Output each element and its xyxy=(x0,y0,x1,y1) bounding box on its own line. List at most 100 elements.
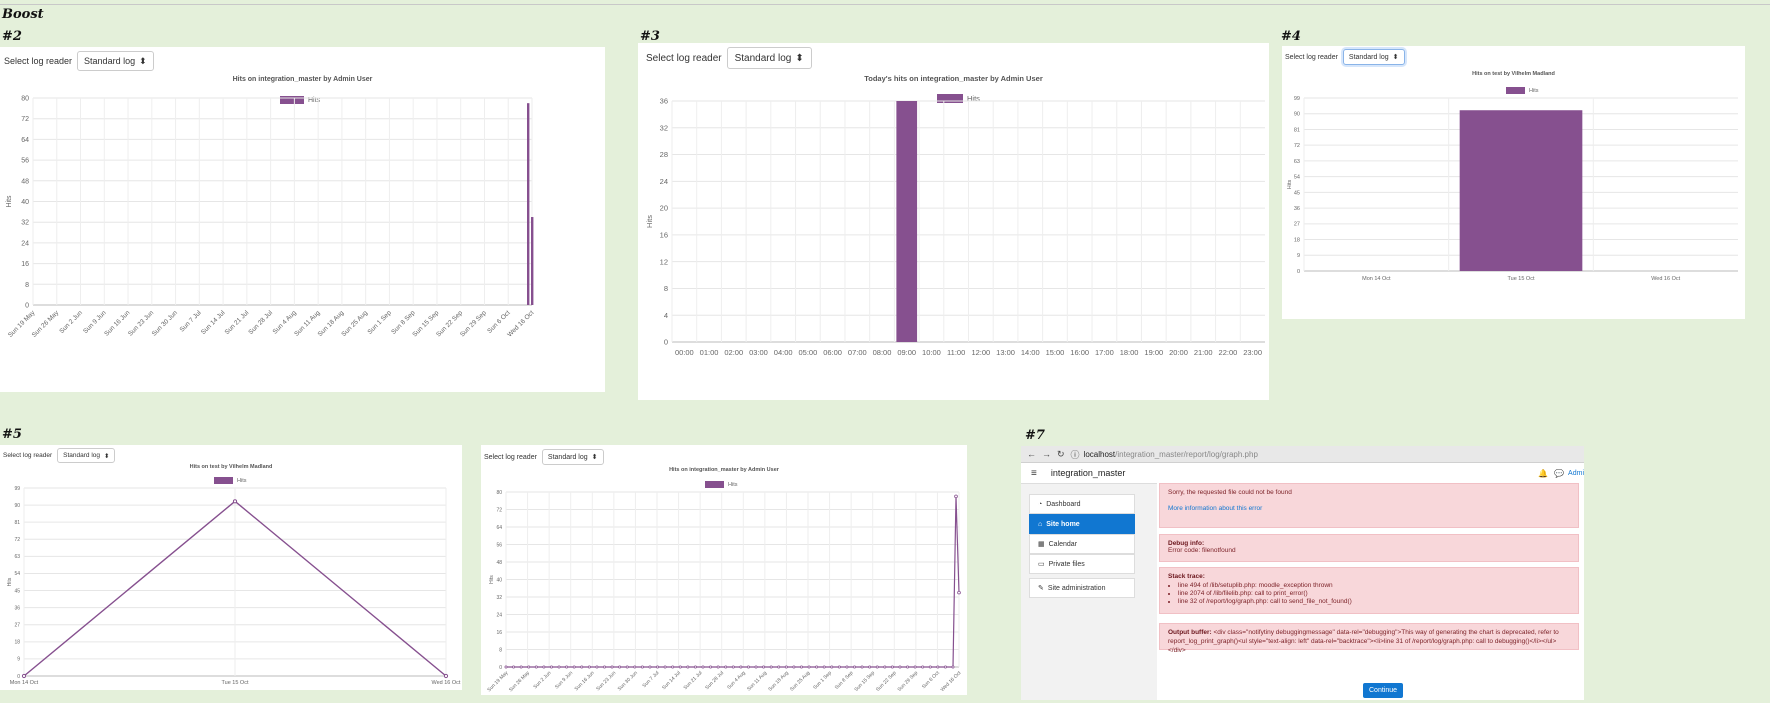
y-axis-label: Hits xyxy=(645,215,654,228)
x-tick-label: 08:00 xyxy=(873,348,892,357)
x-tick-label: Sun 25 Aug xyxy=(340,309,369,338)
log-reader-select-row: Select log reader Standard log ⬍ xyxy=(4,51,154,71)
x-tick-label: Sun 25 Aug xyxy=(789,670,812,693)
y-tick-label: 4 xyxy=(664,311,668,320)
bar xyxy=(531,217,534,305)
x-tick-label: Sun 18 Aug xyxy=(767,670,790,693)
chart-svg-5a: 0 9 18 27 36 45 54 63 72 81 90 99 Hits Mon 14 Oct Tue … xyxy=(7,486,461,686)
data-point xyxy=(663,665,667,669)
y-tick-label: 8 xyxy=(664,284,668,293)
log-reader-select[interactable]: Standard log ⬍ xyxy=(77,51,154,71)
data-point xyxy=(853,665,856,669)
calendar-icon: ▦ xyxy=(1038,541,1045,548)
bell-icon[interactable]: 🔔 xyxy=(1538,468,1549,478)
chat-icon[interactable]: 💬 xyxy=(1554,468,1565,478)
nav-dashboard[interactable]: ◔ Dashboard xyxy=(1029,494,1135,514)
url-path: /integration_master/report/log/graph.php xyxy=(1115,449,1258,459)
log-reader-select[interactable]: Standard log ⬍ xyxy=(541,449,604,465)
y-tick-label: 81 xyxy=(1294,127,1300,133)
stack-line: line 494 of /lib/setuplib.php: moodle_ex… xyxy=(1178,582,1570,589)
data-point xyxy=(860,665,864,669)
data-point xyxy=(784,665,788,669)
chart-title: Hits on integration_master by Admin User xyxy=(669,467,779,473)
data-point xyxy=(890,665,894,669)
reload-icon[interactable]: ↻ xyxy=(1057,448,1065,459)
nav-private-files[interactable]: ▭ Private files xyxy=(1029,554,1135,574)
data-point xyxy=(640,665,644,669)
select-label: Select log reader xyxy=(484,453,537,461)
user-menu[interactable]: Admi xyxy=(1568,469,1584,477)
y-tick-label: 48 xyxy=(496,560,502,566)
data-point xyxy=(800,665,803,669)
x-tick-label: 05:00 xyxy=(799,348,818,357)
stack-line: line 32 of /report/log/graph.php: call t… xyxy=(1178,598,1570,605)
x-tick-label: Sun 7 Jul xyxy=(641,670,660,689)
site-name[interactable]: integration_master xyxy=(1050,468,1126,478)
x-tick-label: Mon 14 Oct xyxy=(10,680,39,686)
legend-swatch xyxy=(214,477,233,484)
x-tick-label: 06:00 xyxy=(823,348,842,357)
info-icon[interactable]: ⓘ xyxy=(1070,449,1080,460)
forward-icon[interactable]: → xyxy=(1042,449,1051,459)
log-reader-select-row: Select log reader Standard log ⬍ xyxy=(1285,49,1405,65)
back-icon[interactable]: ← xyxy=(1027,449,1036,459)
legend-label: Hits xyxy=(728,481,738,488)
bar xyxy=(527,103,530,305)
y-tick-label: 9 xyxy=(17,657,20,663)
data-point xyxy=(709,665,713,669)
data-point xyxy=(883,665,887,669)
address-bar: ← → ↻ ⓘ localhost/integration_master/rep… xyxy=(1021,446,1584,463)
x-tick-label: Sun 2 Jun xyxy=(532,670,552,690)
y-tick-label: 0 xyxy=(664,338,668,347)
y-tick-label: 27 xyxy=(1294,222,1300,228)
data-point xyxy=(534,665,538,669)
error-message: Sorry, the requested file could not be f… xyxy=(1168,489,1292,496)
y-axis-label: Hits xyxy=(1287,180,1293,190)
chart-title: Hits on test by Vilhelm Madland xyxy=(189,464,273,470)
home-icon: ⌂ xyxy=(1038,520,1043,528)
x-tick-label: Sun 8 Sep xyxy=(834,670,855,691)
hamburger-menu-icon[interactable]: ≡ xyxy=(1031,467,1037,479)
nav-site-administration[interactable]: ✎ Site administration xyxy=(1029,578,1135,598)
data-point xyxy=(648,665,652,669)
url-field[interactable]: localhost/integration_master/report/log/… xyxy=(1084,450,1258,459)
select-value: Standard log xyxy=(84,56,136,66)
log-reader-select-row: Select log reader Standard log ⬍ xyxy=(3,448,116,463)
data-point xyxy=(754,665,758,669)
legend-swatch xyxy=(937,94,963,103)
data-point xyxy=(898,665,902,669)
data-point xyxy=(777,665,781,669)
y-tick-label: 0 xyxy=(1297,269,1300,275)
select-arrow-icon: ⬍ xyxy=(104,452,110,460)
x-tick-label: 01:00 xyxy=(700,348,719,357)
x-tick-label: 16:00 xyxy=(1070,348,1089,357)
file-icon: ▭ xyxy=(1038,561,1045,568)
legend-label: Hits xyxy=(967,94,980,103)
y-tick-label: 36 xyxy=(14,605,20,611)
y-axis-label: Hits xyxy=(7,577,13,586)
y-tick-label: 56 xyxy=(496,542,502,548)
x-tick-label: Sun 14 Jul xyxy=(200,309,227,336)
more-info-link[interactable]: More information about this error xyxy=(1168,505,1263,512)
nav-site-home[interactable]: ⌂ Site home xyxy=(1029,514,1135,534)
y-tick-label: 72 xyxy=(1294,143,1300,149)
data-point xyxy=(671,665,675,669)
data-point xyxy=(557,665,561,669)
x-tick-label: 04:00 xyxy=(774,348,793,357)
chart-legend: Hits xyxy=(280,96,320,104)
x-tick-label: 03:00 xyxy=(749,348,768,357)
log-reader-select[interactable]: Standard log ⬍ xyxy=(726,47,812,69)
x-tick-label: Sun 4 Aug xyxy=(726,670,747,691)
y-tick-label: 8 xyxy=(25,282,29,289)
log-reader-select[interactable]: Standard log ⬍ xyxy=(57,448,116,463)
top-strip xyxy=(0,0,1770,5)
nav-calendar[interactable]: ▦ Calendar xyxy=(1029,534,1135,554)
log-reader-select[interactable]: Standard log ⬍ xyxy=(1342,49,1405,65)
x-tick-label: Sun 2 Jun xyxy=(58,309,84,335)
continue-button[interactable]: Continue xyxy=(1363,683,1404,698)
x-tick-label: 11:00 xyxy=(947,348,965,357)
main-content: Sorry, the requested file could not be f… xyxy=(1157,483,1584,700)
data-point xyxy=(565,665,569,669)
